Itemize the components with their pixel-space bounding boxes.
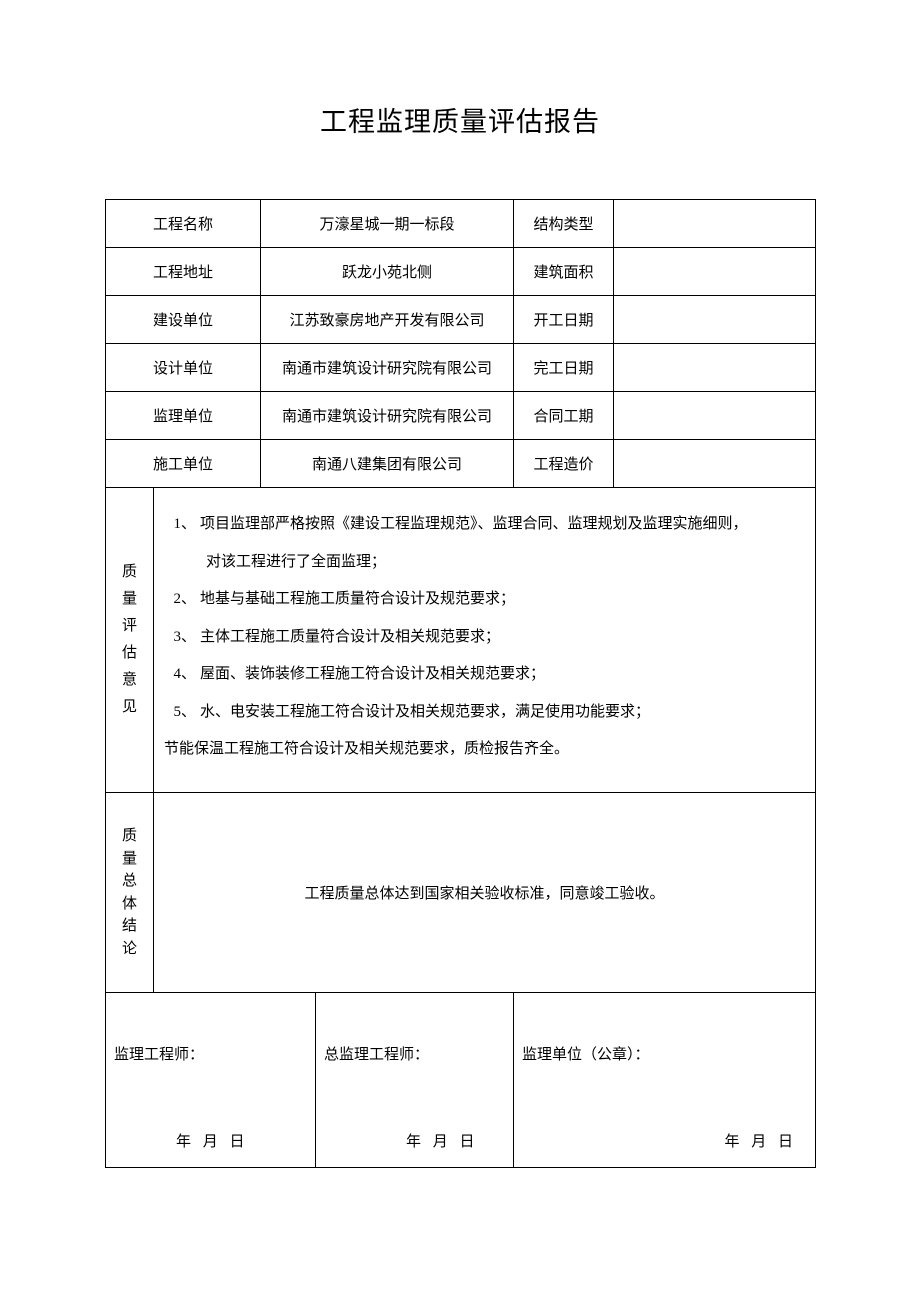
value-project-name: 万濠星城一期一标段 <box>261 200 514 248</box>
date-field: 年 月 日 <box>725 1130 798 1151</box>
document-title: 工程监理质量评估报告 <box>105 100 815 139</box>
signature-engineer: 监理工程师： 年 月 日 <box>106 993 316 1168</box>
value-start-date <box>614 296 816 344</box>
value-design-unit: 南通市建筑设计研究院有限公司 <box>261 344 514 392</box>
chief-engineer-label: 总监理工程师： <box>324 1047 429 1063</box>
unit-seal-label: 监理单位（公章）： <box>522 1047 650 1063</box>
table-row: 监理单位 南通市建筑设计研究院有限公司 合同工期 <box>106 392 816 440</box>
report-table: 工程名称 万濠星城一期一标段 结构类型 工程地址 跃龙小苑北侧 建筑面积 建设单… <box>105 199 816 1168</box>
value-construction-unit: 南通八建集团有限公司 <box>261 440 514 488</box>
table-row: 施工单位 南通八建集团有限公司 工程造价 <box>106 440 816 488</box>
opinion-row: 质 量 评 估 意 见 1、项目监理部严格按照《建设工程监理规范》、监理合同、监… <box>106 488 816 793</box>
engineer-label: 监理工程师： <box>114 1047 204 1063</box>
conclusion-row: 质 量 总 体 结 论 工程质量总体达到国家相关验收标准，同意竣工验收。 <box>106 793 816 993</box>
label-structure-type: 结构类型 <box>514 200 614 248</box>
conclusion-label: 质 量 总 体 结 论 <box>106 793 154 993</box>
label-building-area: 建筑面积 <box>514 248 614 296</box>
label-complete-date: 完工日期 <box>514 344 614 392</box>
label-contract-period: 合同工期 <box>514 392 614 440</box>
value-project-address: 跃龙小苑北侧 <box>261 248 514 296</box>
signature-row: 监理工程师： 年 月 日 总监理工程师： 年 月 日 监理单位（公章）： 年 月… <box>106 993 816 1168</box>
signature-unit-seal: 监理单位（公章）： 年 月 日 <box>514 993 816 1168</box>
label-construction-unit: 施工单位 <box>106 440 261 488</box>
date-field: 年 月 日 <box>176 1130 249 1151</box>
value-structure-type <box>614 200 816 248</box>
value-complete-date <box>614 344 816 392</box>
label-supervise-unit: 监理单位 <box>106 392 261 440</box>
value-contract-period <box>614 392 816 440</box>
label-project-address: 工程地址 <box>106 248 261 296</box>
value-project-cost <box>614 440 816 488</box>
date-field: 年 月 日 <box>406 1130 479 1151</box>
label-build-unit: 建设单位 <box>106 296 261 344</box>
label-project-cost: 工程造价 <box>514 440 614 488</box>
value-supervise-unit: 南通市建筑设计研究院有限公司 <box>261 392 514 440</box>
table-row: 设计单位 南通市建筑设计研究院有限公司 完工日期 <box>106 344 816 392</box>
label-design-unit: 设计单位 <box>106 344 261 392</box>
signature-chief-engineer: 总监理工程师： 年 月 日 <box>316 993 514 1168</box>
value-building-area <box>614 248 816 296</box>
label-start-date: 开工日期 <box>514 296 614 344</box>
label-project-name: 工程名称 <box>106 200 261 248</box>
value-build-unit: 江苏致豪房地产开发有限公司 <box>261 296 514 344</box>
conclusion-content: 工程质量总体达到国家相关验收标准，同意竣工验收。 <box>154 793 816 993</box>
opinion-content: 1、项目监理部严格按照《建设工程监理规范》、监理合同、监理规划及监理实施细则， … <box>154 488 816 793</box>
opinion-label: 质 量 评 估 意 见 <box>106 488 154 793</box>
table-row: 建设单位 江苏致豪房地产开发有限公司 开工日期 <box>106 296 816 344</box>
table-row: 工程名称 万濠星城一期一标段 结构类型 <box>106 200 816 248</box>
table-row: 工程地址 跃龙小苑北侧 建筑面积 <box>106 248 816 296</box>
